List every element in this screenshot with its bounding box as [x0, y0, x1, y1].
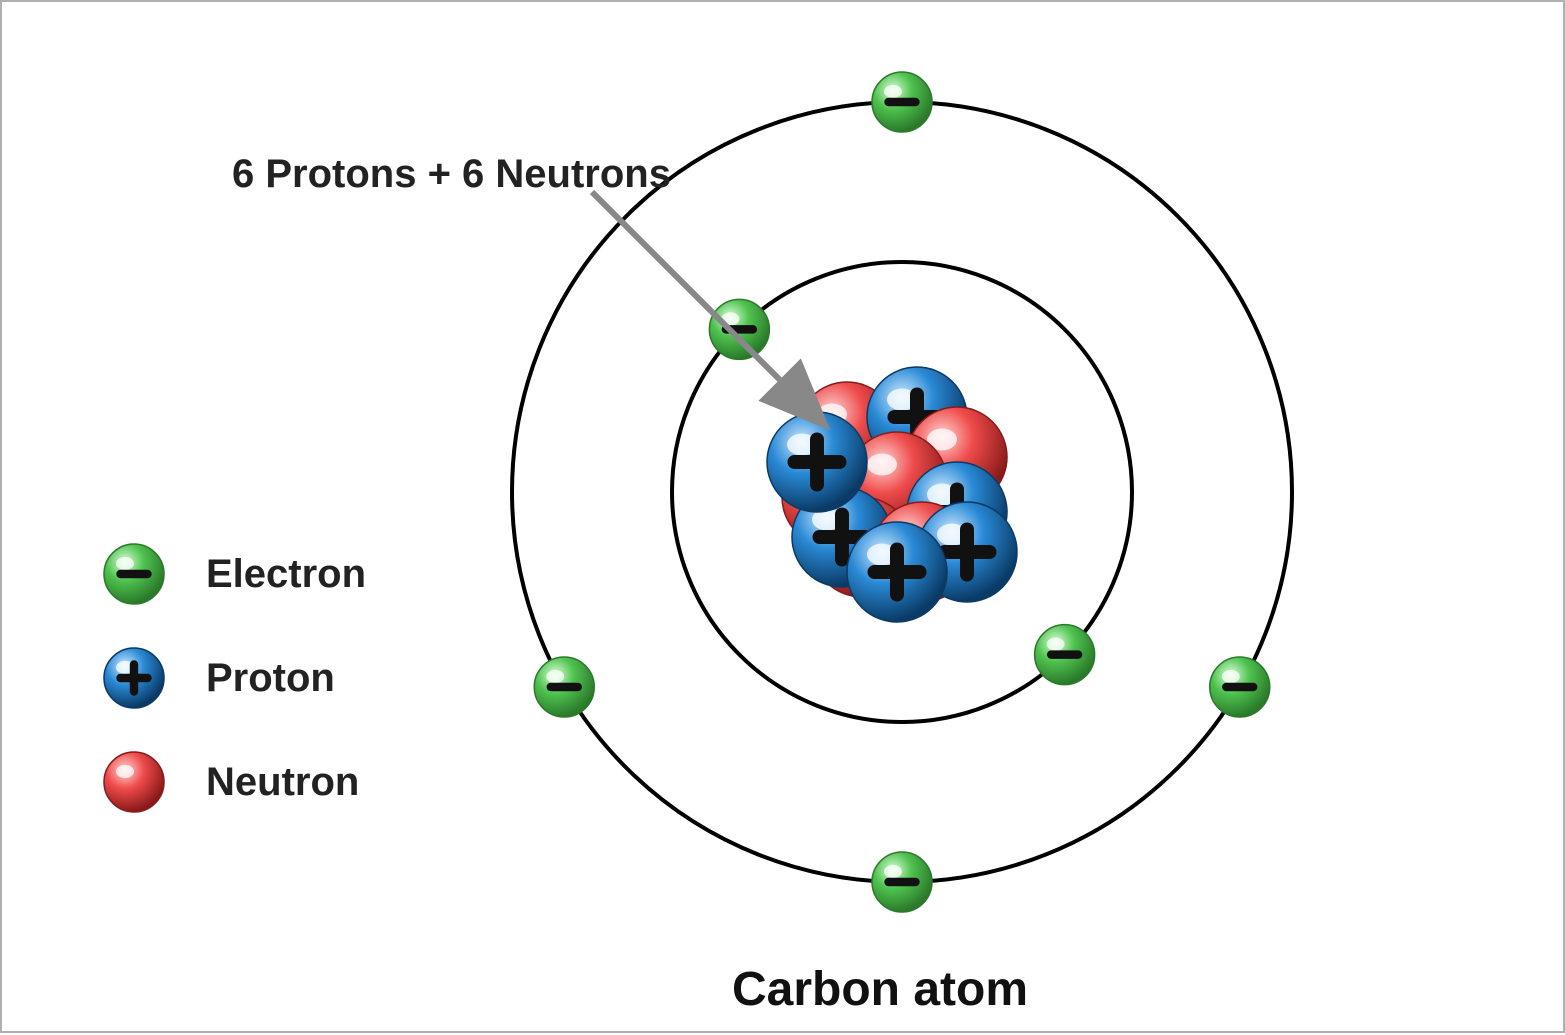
diagram-frame: 6 Protons + 6 Neutrons Electron Proton Neu… — [0, 0, 1565, 1033]
neutron-icon — [102, 750, 166, 814]
electron — [709, 299, 769, 359]
annotation-arrow — [592, 192, 822, 422]
proton-icon — [102, 646, 166, 710]
electron — [872, 72, 932, 132]
proton — [767, 412, 867, 512]
proton — [847, 522, 947, 622]
diagram-title: Carbon atom — [732, 962, 1028, 1017]
electron — [1035, 625, 1095, 685]
legend-label-electron: Electron — [206, 552, 366, 597]
electron — [534, 657, 594, 717]
legend-label-proton: Proton — [206, 656, 335, 701]
legend: Electron Proton Neutron — [102, 542, 366, 854]
electron — [872, 852, 932, 912]
electron — [1210, 657, 1270, 717]
legend-row-neutron: Neutron — [102, 750, 366, 814]
electron-icon — [102, 542, 166, 606]
nucleus-annotation: 6 Protons + 6 Neutrons — [232, 152, 671, 197]
legend-row-proton: Proton — [102, 646, 366, 710]
legend-row-electron: Electron — [102, 542, 366, 606]
legend-label-neutron: Neutron — [206, 760, 359, 805]
